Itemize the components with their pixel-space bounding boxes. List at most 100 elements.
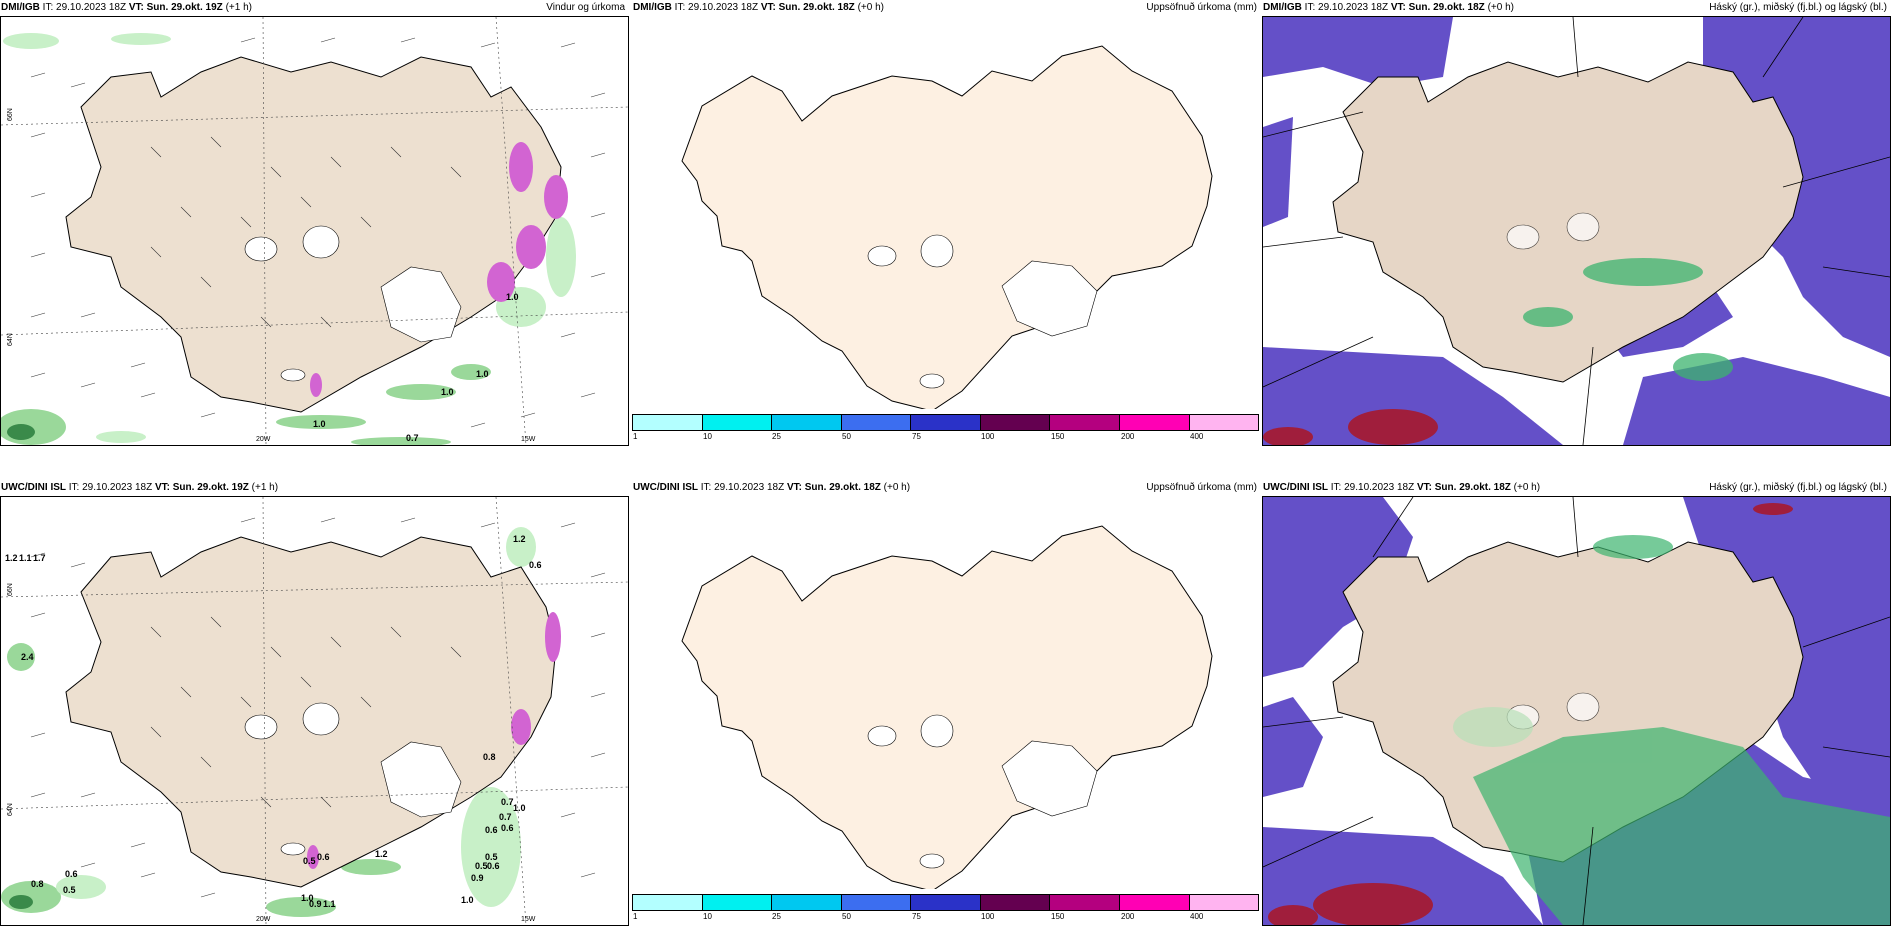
colorbar-tick: 50 xyxy=(842,432,851,441)
wind-map: 66N 64N 20W 15W 1.0 1.0 0.7 1.0 1.0 xyxy=(1,17,628,445)
colorbar-swatch xyxy=(841,895,912,910)
snow-shading xyxy=(307,612,561,869)
it-label: IT: xyxy=(1304,2,1316,13)
lead-time: (+1 h) xyxy=(225,2,252,13)
precip-label: 0.7 xyxy=(406,433,419,443)
lat-label-64n: 64N xyxy=(7,333,14,346)
colorbar-swatch xyxy=(1189,415,1259,430)
panel-title: Háský (gr.), miðský (fj.bl.) og lágský (… xyxy=(1709,482,1887,493)
precip-label: 1.0 xyxy=(506,292,519,302)
vt-value: Sun. 29.okt. 18Z xyxy=(1408,2,1485,13)
colorbar-tick: 75 xyxy=(912,912,921,921)
precip-label: 1.2 xyxy=(375,849,388,859)
colorbar-ticks: 1 10 25 50 75 100 150 200 400 xyxy=(632,432,1259,444)
land-iceland xyxy=(681,45,1213,409)
lead-time: (+0 h) xyxy=(883,482,911,493)
vt-value: Sun. 29.okt. 19Z xyxy=(146,2,223,13)
colorbar-tick: 25 xyxy=(772,432,781,441)
colorbar-tick: 400 xyxy=(1190,432,1204,441)
borders xyxy=(1263,17,1890,445)
lon-label-15w: 15W xyxy=(521,436,536,443)
colorbar-swatch xyxy=(1119,895,1190,910)
it-value: 29.10.2023 18Z xyxy=(1318,2,1389,13)
wind-barbs xyxy=(30,37,606,428)
precip-label: 1.1 xyxy=(19,553,32,563)
colorbar-swatches xyxy=(632,894,1259,911)
precip-value-labels: 1.2 1.1 1.7 1.2 0.6 2.4 0.8 0.7 1.0 0.7 … xyxy=(5,534,542,909)
borders xyxy=(1263,497,1890,925)
lead-time: (+0 h) xyxy=(1487,2,1514,13)
model-name: DMI/IGB xyxy=(1263,2,1302,13)
precip-label: 0.5 xyxy=(485,852,498,862)
lon-label-20w: 20W xyxy=(256,916,271,923)
it-label: IT: xyxy=(1330,482,1342,493)
accum-map xyxy=(681,45,1213,409)
precip-label: 0.6 xyxy=(65,869,78,879)
precip-label: 1.7 xyxy=(33,553,46,563)
it-value: 29.10.2023 18Z xyxy=(82,482,153,493)
map-area[interactable]: 66N 64N 20W 15W 1.2 1.1 1.7 1.2 0.6 2.4 … xyxy=(0,496,629,926)
colorbar-tick: 25 xyxy=(772,912,781,921)
colorbar-swatch xyxy=(841,415,912,430)
panel-uwc-accum: UWC/DINI ISL IT: 29.10.2023 18Z VT: Sun.… xyxy=(632,480,1261,925)
map-area[interactable]: 66N 64N 20W 15W 1.0 1.0 0.7 1.0 1.0 xyxy=(0,16,629,446)
precip-label: 0.8 xyxy=(483,752,496,762)
colorbar-tick: 150 xyxy=(1051,912,1065,921)
panel-header: DMI/IGB IT: 29.10.2023 18Z VT: Sun. 29.o… xyxy=(1262,0,1891,16)
precip-label: 1.0 xyxy=(441,387,454,397)
map-area[interactable] xyxy=(632,16,1259,409)
vt-label: VT: xyxy=(128,2,144,13)
model-name: DMI/IGB xyxy=(1,2,40,13)
colorbar-swatch xyxy=(1189,895,1259,910)
vt-label: VT: xyxy=(760,2,776,13)
colorbar-swatch xyxy=(772,895,842,910)
it-value: 29.10.2023 18Z xyxy=(688,2,759,13)
colorbar-tick: 75 xyxy=(912,432,921,441)
map-area[interactable] xyxy=(1262,496,1891,926)
colorbar-swatch xyxy=(911,895,981,910)
precip-label: 1.2 xyxy=(5,553,18,563)
panel-title: Vindur og úrkoma xyxy=(546,2,625,13)
wind-map: 66N 64N 20W 15W 1.2 1.1 1.7 1.2 0.6 2.4 … xyxy=(1,497,628,925)
precip-label: 1.0 xyxy=(301,893,314,903)
precip-label: 0.6 xyxy=(487,861,500,871)
panel-title: Háský (gr.), miðský (fj.bl.) og lágský (… xyxy=(1709,2,1887,13)
colorbar-tick: 10 xyxy=(703,912,712,921)
precip-label: 1.0 xyxy=(313,419,326,429)
it-label: IT: xyxy=(700,482,712,493)
panel-uwc-wind: UWC/DINI ISL IT: 29.10.2023 18Z VT: Sun.… xyxy=(0,480,629,926)
panel-header: UWC/DINI ISL IT: 29.10.2023 18Z VT: Sun.… xyxy=(632,480,1261,496)
colorbar-swatch xyxy=(702,415,773,430)
vt-label: VT: xyxy=(786,482,802,493)
vt-label: VT: xyxy=(1416,482,1432,493)
high-cloud-shading xyxy=(1453,535,1890,925)
map-area[interactable] xyxy=(632,496,1259,889)
lat-lon-labels: 66N 64N 20W 15W xyxy=(7,108,536,443)
accum-map xyxy=(681,525,1213,889)
map-area[interactable] xyxy=(1262,16,1891,446)
lat-label-66n: 66N xyxy=(7,108,14,121)
precip-label: 2.4 xyxy=(21,652,34,662)
colorbar-swatch xyxy=(980,415,1051,430)
low-cloud-shading xyxy=(1268,503,1793,925)
precip-label: 0.6 xyxy=(317,852,330,862)
cloud-map xyxy=(1263,17,1890,445)
colorbar-tick: 150 xyxy=(1051,432,1065,441)
colorbar-swatch xyxy=(980,895,1051,910)
colorbar-swatch xyxy=(1050,895,1120,910)
land-iceland xyxy=(1332,61,1804,383)
precip-label: 0.6 xyxy=(529,560,542,570)
panel-header: DMI/IGB IT: 29.10.2023 18Z VT: Sun. 29.o… xyxy=(632,0,1261,16)
model-name: UWC/DINI ISL xyxy=(1,482,66,493)
colorbar-swatches xyxy=(632,414,1259,431)
colorbar-tick: 400 xyxy=(1190,912,1204,921)
model-name: UWC/DINI ISL xyxy=(1263,482,1328,493)
colorbar-tick: 200 xyxy=(1121,432,1135,441)
lat-label-64n: 64N xyxy=(7,803,14,816)
cloud-map xyxy=(1263,497,1890,925)
colorbar-tick: 10 xyxy=(703,432,712,441)
colorbar-tick: 100 xyxy=(981,912,995,921)
colorbar: 1 10 25 50 75 100 150 200 400 xyxy=(632,894,1259,924)
snow-shading xyxy=(310,142,568,397)
panel-header: DMI/IGB IT: 29.10.2023 18Z VT: Sun. 29.o… xyxy=(0,0,629,16)
